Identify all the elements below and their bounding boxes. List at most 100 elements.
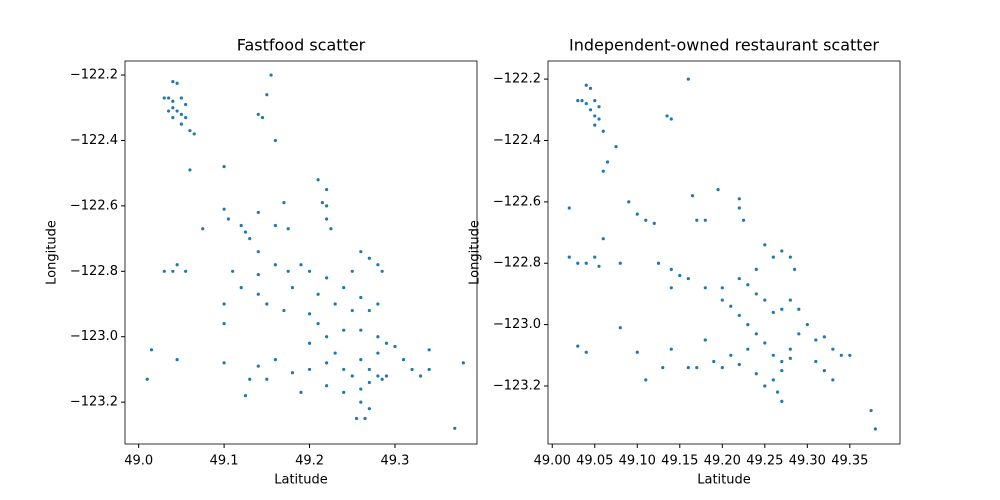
point	[453, 426, 457, 430]
point	[597, 264, 601, 268]
point	[175, 358, 179, 362]
point	[273, 223, 277, 228]
point	[260, 115, 265, 120]
point	[703, 286, 707, 290]
x-tick-label: 49.35	[831, 454, 868, 469]
y-tick-label: −123.0	[493, 317, 541, 332]
point	[376, 374, 380, 378]
point	[222, 322, 226, 326]
point	[166, 109, 171, 113]
point	[584, 261, 588, 265]
point	[669, 267, 673, 271]
point	[179, 112, 183, 116]
point	[792, 267, 797, 271]
point	[316, 178, 320, 182]
point	[222, 207, 226, 211]
point	[661, 365, 665, 370]
point	[282, 201, 286, 205]
point	[350, 269, 354, 273]
point	[342, 328, 346, 332]
point	[605, 160, 610, 164]
point	[359, 250, 363, 254]
point	[593, 98, 597, 103]
point	[746, 283, 750, 287]
x-tick-label: 49.10	[619, 454, 656, 469]
point	[593, 123, 597, 127]
point	[184, 102, 188, 107]
point	[248, 236, 252, 241]
point	[848, 353, 852, 357]
x-tick-label: 49.00	[534, 454, 571, 469]
point	[627, 200, 631, 204]
x-tick-label: 49.30	[789, 454, 826, 469]
point	[656, 261, 661, 265]
point	[614, 145, 618, 149]
point	[601, 237, 605, 241]
point	[269, 73, 273, 77]
point	[354, 416, 359, 421]
point	[703, 338, 707, 342]
point	[576, 261, 580, 265]
point	[175, 109, 179, 113]
point	[188, 129, 192, 133]
point	[805, 323, 809, 327]
y-tick-label: −122.8	[493, 256, 541, 271]
point	[367, 256, 371, 260]
point	[763, 341, 767, 345]
point	[635, 212, 639, 216]
point	[175, 81, 179, 85]
y-tick-label: −122.6	[493, 194, 541, 209]
x-tick-label: 49.25	[746, 454, 783, 469]
point	[376, 351, 380, 355]
point	[831, 378, 835, 382]
point	[771, 353, 775, 357]
point	[686, 77, 690, 81]
point	[290, 371, 295, 375]
point	[290, 286, 295, 290]
point	[367, 367, 371, 372]
point	[243, 393, 248, 398]
point	[737, 276, 741, 281]
point	[380, 269, 384, 273]
point	[771, 255, 775, 259]
point	[359, 387, 363, 391]
point	[788, 347, 792, 351]
point	[325, 335, 329, 339]
point	[754, 372, 758, 376]
point	[597, 105, 601, 109]
point	[746, 323, 750, 327]
point	[166, 96, 171, 100]
x-tick-label: 49.20	[704, 454, 741, 469]
x-tick-label: 49.3	[381, 454, 410, 469]
point	[839, 353, 843, 357]
point	[243, 230, 248, 234]
point	[265, 377, 269, 381]
point	[171, 269, 175, 273]
point	[307, 312, 312, 316]
point	[376, 335, 380, 339]
point	[384, 374, 389, 378]
point	[831, 347, 835, 351]
point	[350, 308, 354, 313]
point	[788, 356, 792, 360]
y-tick-label: −122.4	[493, 133, 541, 148]
point	[695, 218, 699, 222]
point	[822, 335, 826, 339]
point	[325, 187, 329, 192]
chart-title: Independent-owned restaurant scatter	[569, 36, 879, 55]
point	[363, 416, 367, 421]
point	[299, 263, 303, 267]
point	[729, 353, 733, 357]
point	[822, 369, 826, 373]
point	[273, 263, 277, 267]
point	[145, 377, 149, 381]
point	[588, 108, 593, 112]
y-tick-label: −122.6	[70, 198, 118, 213]
point	[320, 201, 324, 205]
point	[222, 165, 226, 169]
point	[286, 269, 290, 273]
point	[618, 326, 622, 330]
point	[873, 427, 877, 431]
point	[256, 292, 260, 296]
point	[401, 358, 406, 362]
